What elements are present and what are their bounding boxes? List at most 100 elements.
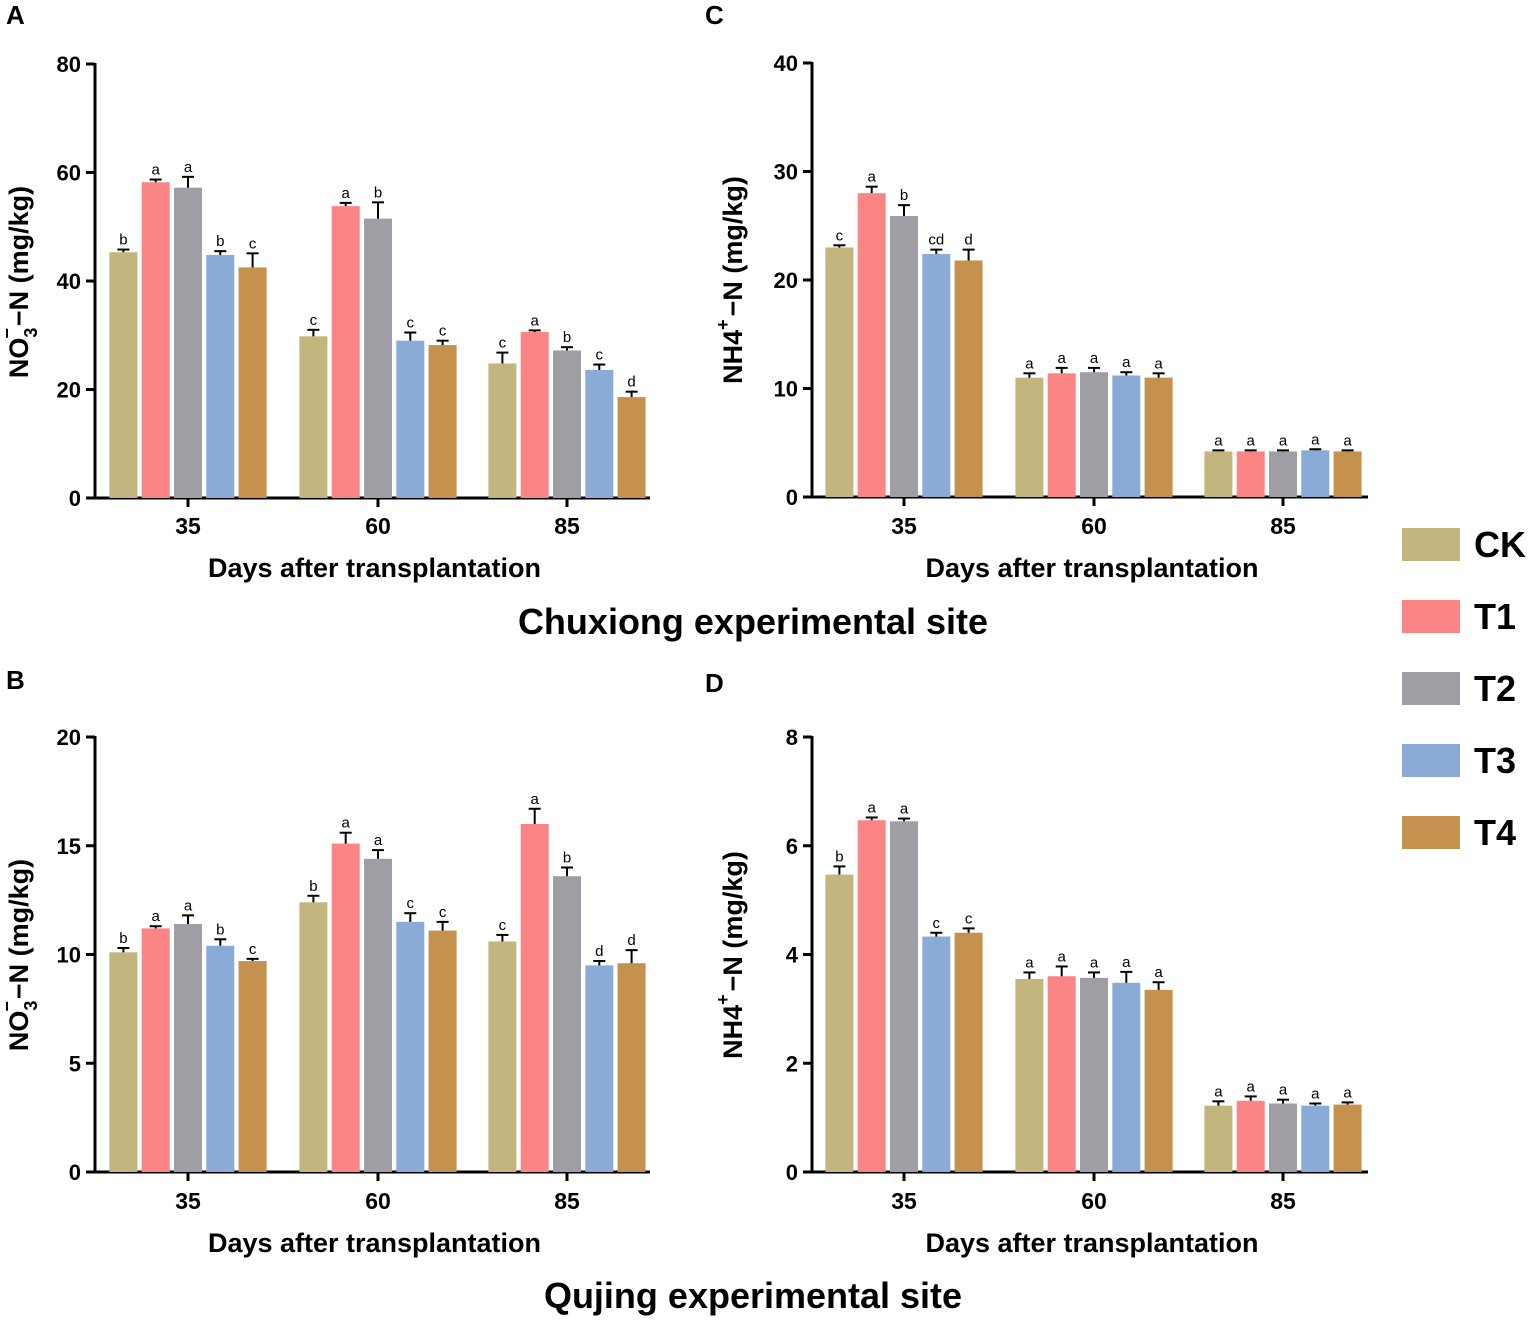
significance-letter: a <box>1311 431 1320 448</box>
bar-t1 <box>520 824 549 1172</box>
panel-letter-d: D <box>705 668 724 698</box>
y-tick-label: 6 <box>786 834 798 859</box>
bar-t2 <box>1080 977 1108 1172</box>
significance-letter: a <box>1090 954 1099 971</box>
y-tick-label: 30 <box>774 160 798 185</box>
y-axis-title: NH4+−N (mg/kg) <box>713 851 748 1059</box>
significance-letter: a <box>1058 350 1067 367</box>
legend-label-t4: T4 <box>1474 812 1516 853</box>
significance-letter: a <box>1343 432 1352 449</box>
significance-letter: b <box>119 232 127 249</box>
x-tick-label: 85 <box>554 513 580 539</box>
bar-t2 <box>890 821 918 1172</box>
bar-t3 <box>206 254 235 498</box>
legend-label-t3: T3 <box>1474 740 1516 781</box>
significance-letter: a <box>1122 354 1131 371</box>
significance-letter: a <box>152 908 161 925</box>
bar-t4 <box>1333 1104 1362 1172</box>
significance-letter: b <box>216 921 224 938</box>
y-tick-label: 20 <box>57 725 81 750</box>
y-tick-label: 0 <box>786 1160 798 1185</box>
bar-ck <box>299 902 328 1172</box>
bar-t2 <box>1269 1103 1297 1172</box>
significance-letter: c <box>310 312 318 329</box>
significance-letter: a <box>1154 964 1163 981</box>
significance-letter: a <box>1025 954 1034 971</box>
x-tick-label: 85 <box>1270 513 1296 539</box>
significance-letter: a <box>1025 355 1034 372</box>
bar-t2 <box>1080 372 1108 497</box>
bar-t1 <box>520 331 549 498</box>
x-tick-label: 85 <box>1270 1188 1296 1214</box>
bar-t3 <box>922 936 951 1172</box>
significance-letter: a <box>1247 1078 1256 1095</box>
bar-t3 <box>396 340 425 498</box>
x-tick-label: 35 <box>891 513 917 539</box>
significance-letter: c <box>499 335 507 352</box>
significance-letter: c <box>836 227 844 244</box>
chart-panel-b: 0 5 10 15 20 35 b a a b c 60 b a a c c 85 c a b d d Days after … <box>0 725 650 1258</box>
significance-letter: a <box>342 815 351 832</box>
y-tick-label: 40 <box>57 269 81 294</box>
bar-t2 <box>553 350 581 498</box>
x-axis-title: Days after transplantation <box>208 553 541 583</box>
bar-t2 <box>553 876 581 1172</box>
bar-t3 <box>1301 1105 1330 1172</box>
y-axis-title: NH4+−N (mg/kg) <box>713 176 748 384</box>
y-axis-title: NO3−−N (mg/kg) <box>0 186 41 378</box>
significance-letter: b <box>119 930 127 947</box>
bar-ck <box>488 363 517 498</box>
significance-letter: d <box>627 374 635 391</box>
y-tick-label: 5 <box>69 1051 81 1076</box>
bar-t1 <box>857 820 886 1172</box>
bar-t2 <box>364 858 392 1172</box>
significance-letter: a <box>1279 432 1288 449</box>
significance-letter: a <box>531 791 540 808</box>
significance-letter: a <box>1090 350 1099 367</box>
significance-letter: a <box>1214 432 1223 449</box>
y-tick-label: 4 <box>786 943 799 968</box>
bar-t4 <box>954 260 983 497</box>
bar-ck <box>825 874 854 1172</box>
y-tick-label: 10 <box>57 943 81 968</box>
bar-t3 <box>585 965 614 1172</box>
bar-t4 <box>238 961 267 1172</box>
bar-t1 <box>331 843 360 1172</box>
bar-t4 <box>1333 451 1362 497</box>
bar-t2 <box>1269 451 1297 497</box>
significance-letter: a <box>1247 432 1256 449</box>
significance-letter: c <box>965 910 973 927</box>
significance-letter: c <box>439 323 447 340</box>
bar-t4 <box>617 397 646 498</box>
panel-letter-b: B <box>6 665 25 695</box>
y-tick-label: 0 <box>786 485 798 510</box>
bar-ck <box>1015 377 1044 497</box>
y-tick-label: 60 <box>57 161 81 186</box>
significance-letter: a <box>531 312 540 329</box>
x-tick-label: 85 <box>554 1188 580 1214</box>
significance-letter: a <box>1343 1084 1352 1101</box>
x-axis-title: Days after transplantation <box>925 553 1258 583</box>
bar-t4 <box>1144 377 1173 497</box>
bar-t1 <box>1047 373 1076 497</box>
significance-letter: a <box>1279 1082 1288 1099</box>
bar-t1 <box>331 206 360 498</box>
significance-letter: b <box>900 187 908 204</box>
y-tick-label: 0 <box>69 1160 81 1185</box>
bar-t1 <box>1047 976 1076 1172</box>
legend-swatch-t4 <box>1402 816 1460 849</box>
significance-letter: b <box>309 878 317 895</box>
chart-panel-d: 0 2 4 6 8 35 b a a c c 60 a a a a a 85 a a a a a Days after tra… <box>713 725 1368 1258</box>
x-axis-title: Days after transplantation <box>208 1228 541 1258</box>
legend-swatch-t3 <box>1402 744 1460 777</box>
significance-letter: a <box>1311 1085 1320 1102</box>
significance-letter: a <box>868 799 877 816</box>
bar-t3 <box>1112 375 1141 497</box>
legend-label-ck: CK <box>1474 524 1526 565</box>
significance-letter: c <box>407 315 415 332</box>
bar-t4 <box>428 345 457 498</box>
site-title-qujing: Qujing experimental site <box>544 1275 962 1316</box>
bar-t1 <box>857 193 886 497</box>
y-tick-label: 15 <box>57 834 81 859</box>
